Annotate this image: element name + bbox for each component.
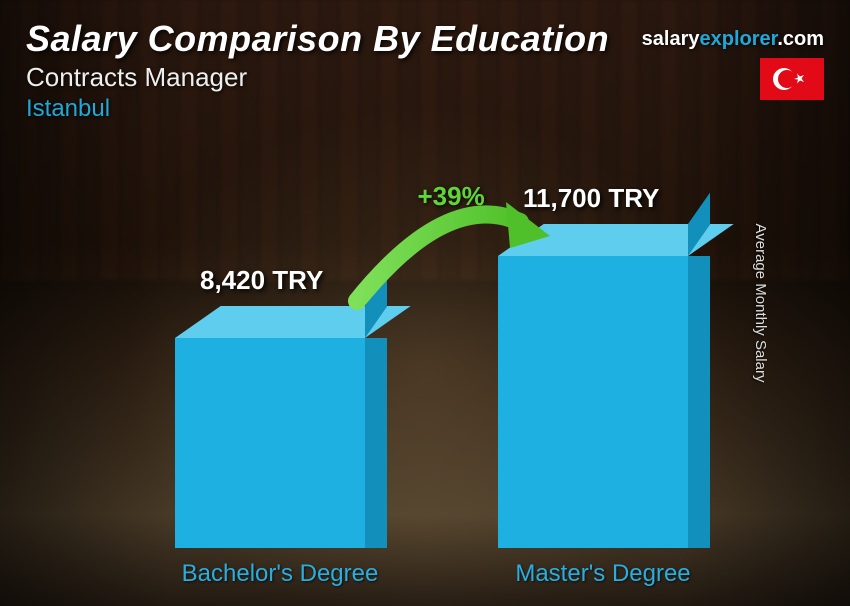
salary-chart: 8,420 TRYBachelor's Degree11,700 TRYMast… [0,136,850,606]
page-title: Salary Comparison By Education [26,18,824,60]
header: Salary Comparison By Education Contracts… [0,0,850,123]
y-axis-label: Average Monthly Salary [752,224,769,383]
location: Istanbul [26,95,824,123]
job-title: Contracts Manager [26,62,824,93]
increase-arrow [0,136,850,606]
